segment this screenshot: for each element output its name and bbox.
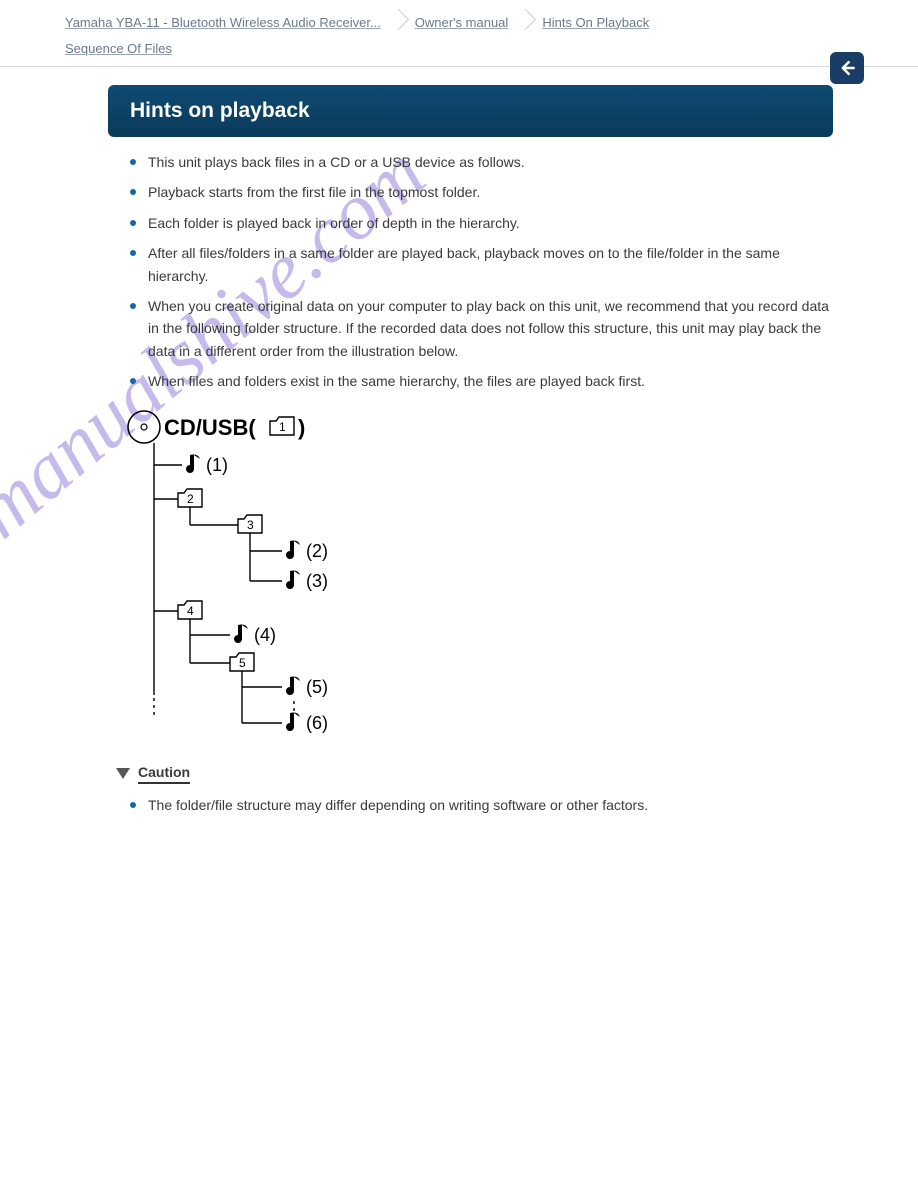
svg-text:1: 1: [279, 420, 286, 434]
svg-text:4: 4: [187, 604, 194, 618]
svg-text:(5): (5): [306, 677, 328, 697]
section-banner: Hints on playback: [108, 85, 833, 137]
crumb-product[interactable]: Yamaha YBA-11 - Bluetooth Wireless Audio…: [65, 11, 381, 34]
chevron-right-icon: [387, 8, 409, 36]
crumb-manual[interactable]: Owner's manual: [415, 11, 509, 34]
root-label: CD/USB(: [164, 415, 256, 440]
svg-text:(4): (4): [254, 625, 276, 645]
music-note-icon: [186, 454, 200, 473]
page-content: Hints on playback This unit plays back f…: [0, 67, 918, 864]
arrow-left-icon: [837, 58, 857, 78]
list-item: This unit plays back files in a CD or a …: [130, 151, 833, 173]
breadcrumb-subtitle-row: Sequence Of Files: [0, 36, 918, 67]
list-item: After all files/folders in a same folder…: [130, 242, 833, 287]
list-item: The folder/file structure may differ dep…: [130, 794, 833, 816]
svg-text:(3): (3): [306, 571, 328, 591]
list-item: Playback starts from the first file in t…: [130, 181, 833, 203]
svg-text:5: 5: [239, 656, 246, 670]
back-button[interactable]: [830, 52, 864, 84]
list-item: Each folder is played back in order of d…: [130, 212, 833, 234]
list-item: When files and folders exist in the same…: [130, 370, 833, 392]
folder-tree-diagram: CD/USB( 1 ) (1) 2: [122, 405, 833, 740]
list-item: When you create original data on your co…: [130, 295, 833, 362]
breadcrumb: Yamaha YBA-11 - Bluetooth Wireless Audio…: [0, 0, 918, 36]
bullet-list: This unit plays back files in a CD or a …: [130, 151, 833, 393]
svg-text:3: 3: [247, 518, 254, 532]
svg-text:): ): [298, 415, 305, 440]
caution-row: Caution: [116, 764, 833, 784]
caution-heading: Caution: [138, 764, 190, 784]
crumb-section[interactable]: Hints On Playback: [542, 11, 649, 34]
triangle-down-icon: [116, 768, 130, 779]
svg-text:2: 2: [187, 492, 194, 506]
chevron-right-icon: [514, 8, 536, 36]
svg-text:(2): (2): [306, 541, 328, 561]
crumb-subtitle[interactable]: Sequence Of Files: [65, 37, 172, 60]
caution-list: The folder/file structure may differ dep…: [130, 794, 833, 816]
svg-text:(6): (6): [306, 713, 328, 733]
svg-text:(1): (1): [206, 455, 228, 475]
